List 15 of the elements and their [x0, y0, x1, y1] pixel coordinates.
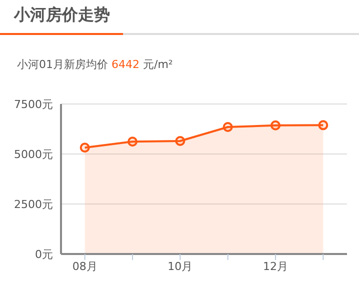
- point: [80, 142, 90, 153]
- point: [128, 136, 138, 147]
- point: [175, 136, 186, 146]
- y-tick-label: 2500元: [14, 198, 53, 211]
- y-tick-label: 5000元: [14, 148, 53, 161]
- point: [222, 122, 233, 132]
- chart-subtitle: 小河01月新房均价 6442 元/m²: [17, 58, 173, 71]
- y-tick-label: 7500元: [14, 98, 53, 111]
- point: [270, 120, 280, 130]
- x-tick-label: 12月: [263, 260, 288, 273]
- y-tick-label: 0元: [35, 248, 53, 261]
- x-tick-label: 10月: [168, 260, 193, 273]
- chart-title: 小河房价走势: [14, 5, 110, 26]
- x-tick-label: 08月: [72, 260, 98, 273]
- point: [318, 120, 328, 130]
